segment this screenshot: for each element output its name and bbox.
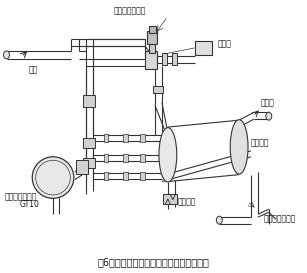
Bar [140,172,145,180]
Text: 被加熱物: 被加熱物 [178,197,196,206]
Text: 生産物: 生産物 [261,98,275,107]
Bar [123,154,128,162]
Bar [123,134,128,142]
Text: パワートラップ: パワートラップ [5,192,37,201]
Text: 嘷6　熱交換器からのドレン排除システム: 嘷6 熱交換器からのドレン排除システム [97,257,209,267]
Text: 調節計: 調節計 [217,39,231,48]
Bar [162,53,167,65]
Bar [123,172,128,180]
Bar [103,154,108,162]
Bar [83,138,95,148]
Text: GT10: GT10 [19,200,39,209]
Ellipse shape [266,112,272,120]
Bar [163,194,177,204]
Text: ドレン回収配管: ドレン回収配管 [264,214,296,223]
Bar [103,172,108,180]
Bar [149,26,156,33]
Bar [145,51,157,69]
Ellipse shape [216,216,222,224]
Bar [140,154,145,162]
Bar [83,96,95,107]
Text: 熱交換器: 熱交換器 [251,138,270,147]
Bar [83,158,95,168]
Bar [103,134,108,142]
Bar [147,31,157,44]
Bar [172,53,177,65]
Ellipse shape [4,51,10,59]
Bar [153,85,163,93]
Text: 自動温度制御弁: 自動温度制御弁 [114,6,146,15]
Bar [140,134,145,142]
Ellipse shape [159,127,177,182]
Bar [149,43,155,53]
Bar [76,160,88,174]
Text: 譒気: 譒気 [29,66,38,75]
Ellipse shape [32,157,74,198]
Bar [195,41,212,55]
Ellipse shape [230,120,248,174]
